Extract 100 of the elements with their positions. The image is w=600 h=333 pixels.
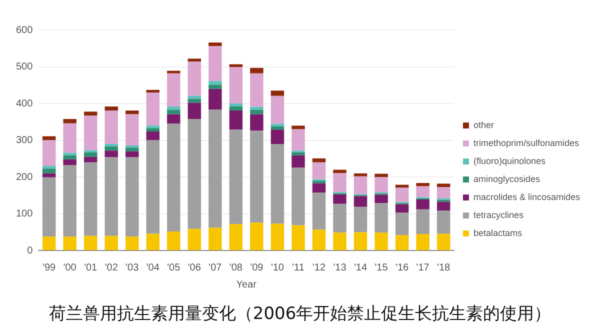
bar (63, 152, 76, 156)
bar (208, 42, 222, 46)
bar (84, 162, 98, 236)
bar (292, 129, 305, 151)
legend-label: aminoglycosides (473, 174, 540, 184)
bar (270, 224, 284, 250)
bar (208, 228, 222, 250)
legend-label: tetracyclines (473, 210, 524, 220)
bar (208, 84, 222, 89)
bar (436, 184, 450, 187)
x-tick-label: '01 (84, 262, 98, 274)
x-axis-title: Year (236, 279, 258, 290)
bar (84, 112, 98, 116)
bar (229, 110, 243, 130)
x-tick-label: '18 (437, 262, 451, 274)
bar (229, 106, 243, 111)
bar (270, 130, 284, 144)
bar (126, 157, 139, 237)
bar (270, 144, 284, 224)
x-tick-label: '99 (42, 262, 56, 274)
bar (104, 146, 118, 151)
bar (395, 212, 409, 236)
bar (354, 173, 368, 176)
y-tick-label: 300 (16, 135, 34, 146)
bar (146, 140, 160, 234)
bar (333, 232, 346, 250)
x-tick-label: '08 (229, 262, 243, 274)
bar (270, 96, 284, 124)
x-tick-label: '00 (63, 262, 77, 274)
bar (146, 92, 160, 126)
x-tick-label: '02 (104, 262, 118, 274)
x-tick-label: '07 (208, 262, 222, 274)
bar (333, 173, 346, 192)
bar (167, 70, 180, 74)
bar (416, 199, 430, 210)
legend-label: (fluoro)quinolones (473, 156, 546, 166)
bar (416, 209, 430, 234)
bar (250, 130, 264, 223)
bar (63, 123, 76, 153)
bar (312, 183, 326, 193)
bar (42, 140, 56, 166)
bar (188, 228, 202, 250)
bar (270, 124, 284, 126)
bar (84, 236, 98, 250)
bar (126, 148, 139, 152)
x-tick-label: '03 (126, 262, 140, 274)
bar (208, 81, 222, 85)
bar (292, 152, 305, 156)
bar (333, 170, 346, 174)
bar (250, 73, 264, 107)
bar (104, 157, 118, 236)
bar (250, 222, 264, 250)
bar (84, 156, 98, 162)
bar (63, 155, 76, 160)
bar (312, 230, 326, 250)
bar (104, 150, 118, 158)
bar (292, 126, 305, 130)
bar (333, 204, 346, 233)
bar (208, 88, 222, 110)
bar (63, 236, 76, 250)
legend-label: macrolides & lincosamides (473, 192, 580, 202)
bar (250, 68, 264, 74)
bar (42, 173, 56, 178)
y-tick-label: 600 (16, 24, 34, 36)
bar (167, 114, 180, 124)
bar (42, 177, 56, 237)
bar (188, 98, 202, 103)
bar (416, 182, 430, 186)
bar (84, 116, 98, 150)
bar (250, 114, 264, 131)
bar (146, 90, 160, 93)
bar (146, 234, 160, 250)
bar (188, 58, 202, 62)
bar (229, 64, 243, 68)
bar (167, 106, 180, 110)
bar (395, 235, 409, 250)
bar (374, 177, 388, 193)
bar (104, 144, 118, 147)
x-tick-label: '09 (250, 262, 264, 274)
x-tick-label: '16 (396, 262, 409, 274)
bar (146, 126, 160, 128)
bar (395, 204, 409, 213)
bar (250, 106, 264, 110)
x-tick-label: '12 (312, 262, 326, 274)
bar (188, 102, 202, 119)
y-tick-label: 100 (16, 208, 34, 220)
x-tick-label: '11 (292, 262, 305, 274)
y-tick-label: 0 (27, 245, 34, 256)
bar (84, 152, 98, 157)
bar (229, 104, 243, 106)
bar (146, 131, 160, 140)
bar (354, 232, 368, 250)
text: 荷兰兽用抗生素用量变化（2006年开始禁止促生长抗生素的使用） (48, 304, 552, 324)
bar (354, 176, 368, 194)
x-tick-label: '14 (354, 262, 368, 274)
bar (188, 118, 202, 229)
bar (250, 110, 264, 114)
bar (104, 110, 118, 144)
bar (167, 73, 180, 106)
bar (292, 225, 305, 250)
